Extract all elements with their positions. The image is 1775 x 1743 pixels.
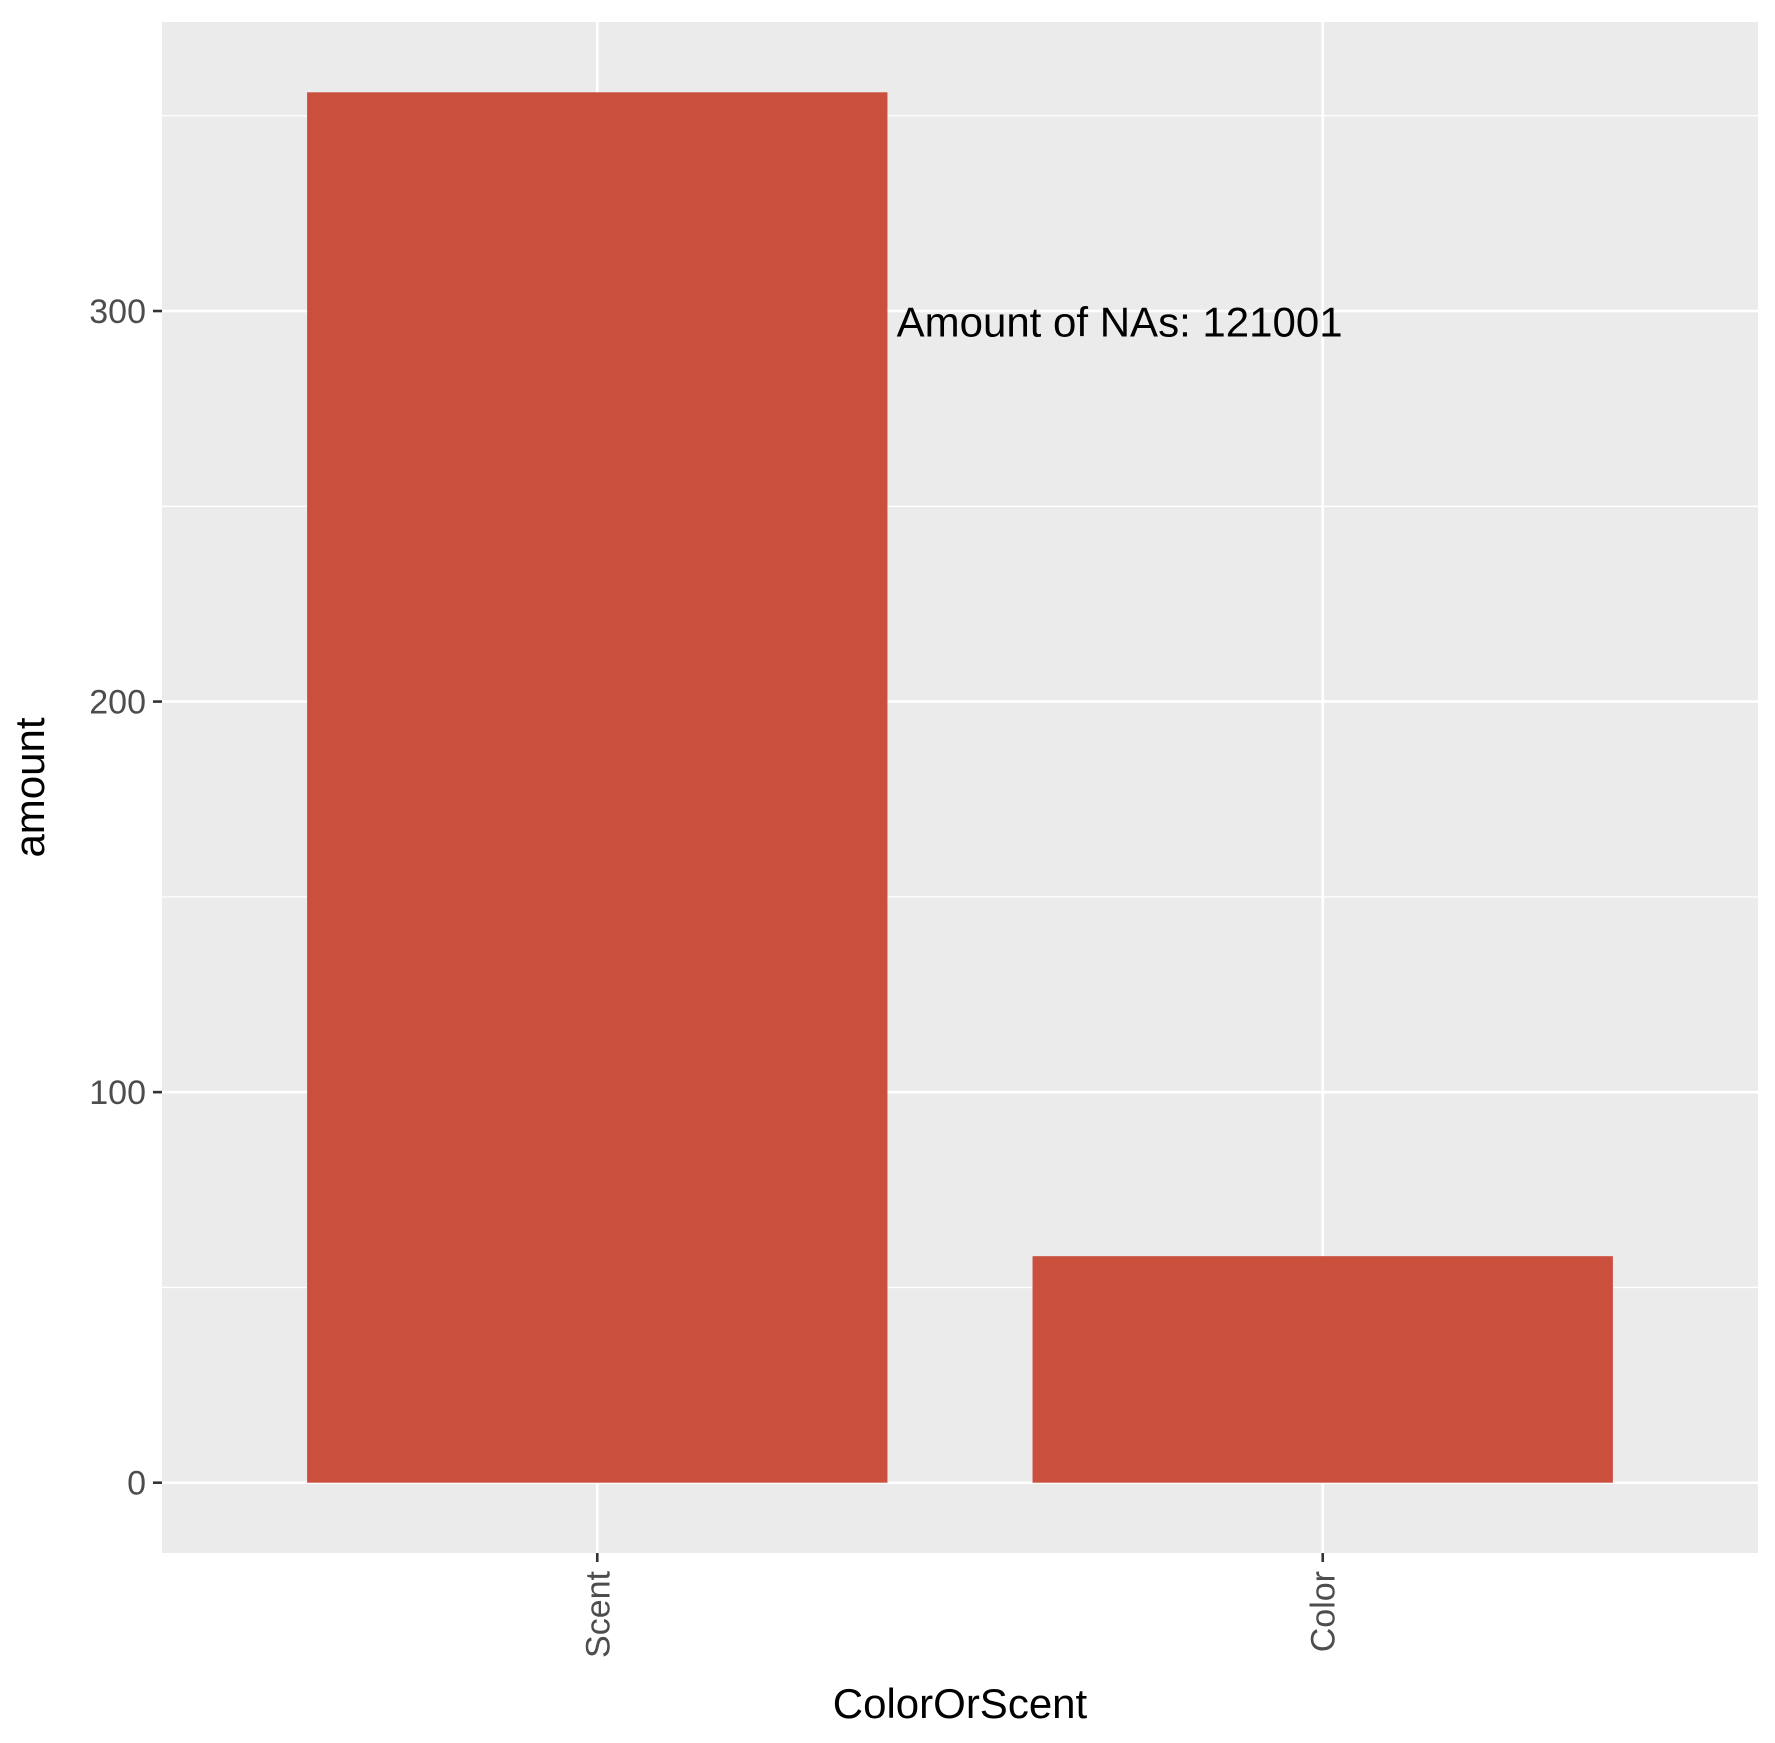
na-annotation: Amount of NAs: 121001 bbox=[897, 299, 1343, 346]
bar-color bbox=[1032, 1256, 1613, 1483]
y-tick-label: 300 bbox=[89, 293, 146, 331]
y-tick-label: 0 bbox=[127, 1465, 146, 1503]
x-axis-title: ColorOrScent bbox=[833, 1680, 1088, 1727]
bar-scent bbox=[307, 92, 888, 1483]
y-tick-label: 100 bbox=[89, 1074, 146, 1112]
x-tick-label: Scent bbox=[579, 1570, 617, 1657]
x-axis-ticks: Scent Color bbox=[579, 1553, 1343, 1658]
bars bbox=[307, 92, 1613, 1483]
x-tick-label: Color bbox=[1305, 1571, 1343, 1652]
y-axis-ticks: 0 100 200 300 bbox=[89, 293, 162, 1503]
y-axis-title: amount bbox=[6, 717, 53, 857]
y-tick-label: 200 bbox=[89, 684, 146, 722]
